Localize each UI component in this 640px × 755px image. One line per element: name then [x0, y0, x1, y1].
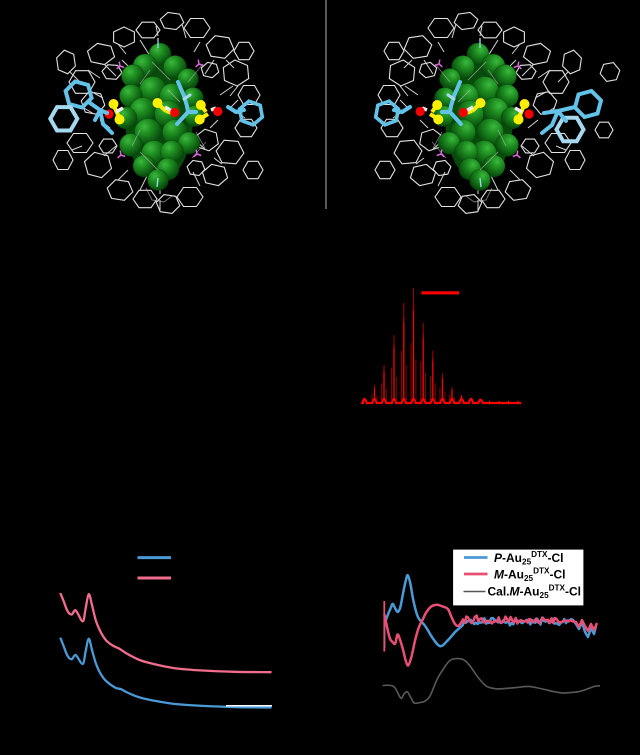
svg-text:Cal.M-Au25DTX-Cl: Cal.M-Au25DTX-Cl — [488, 584, 582, 601]
